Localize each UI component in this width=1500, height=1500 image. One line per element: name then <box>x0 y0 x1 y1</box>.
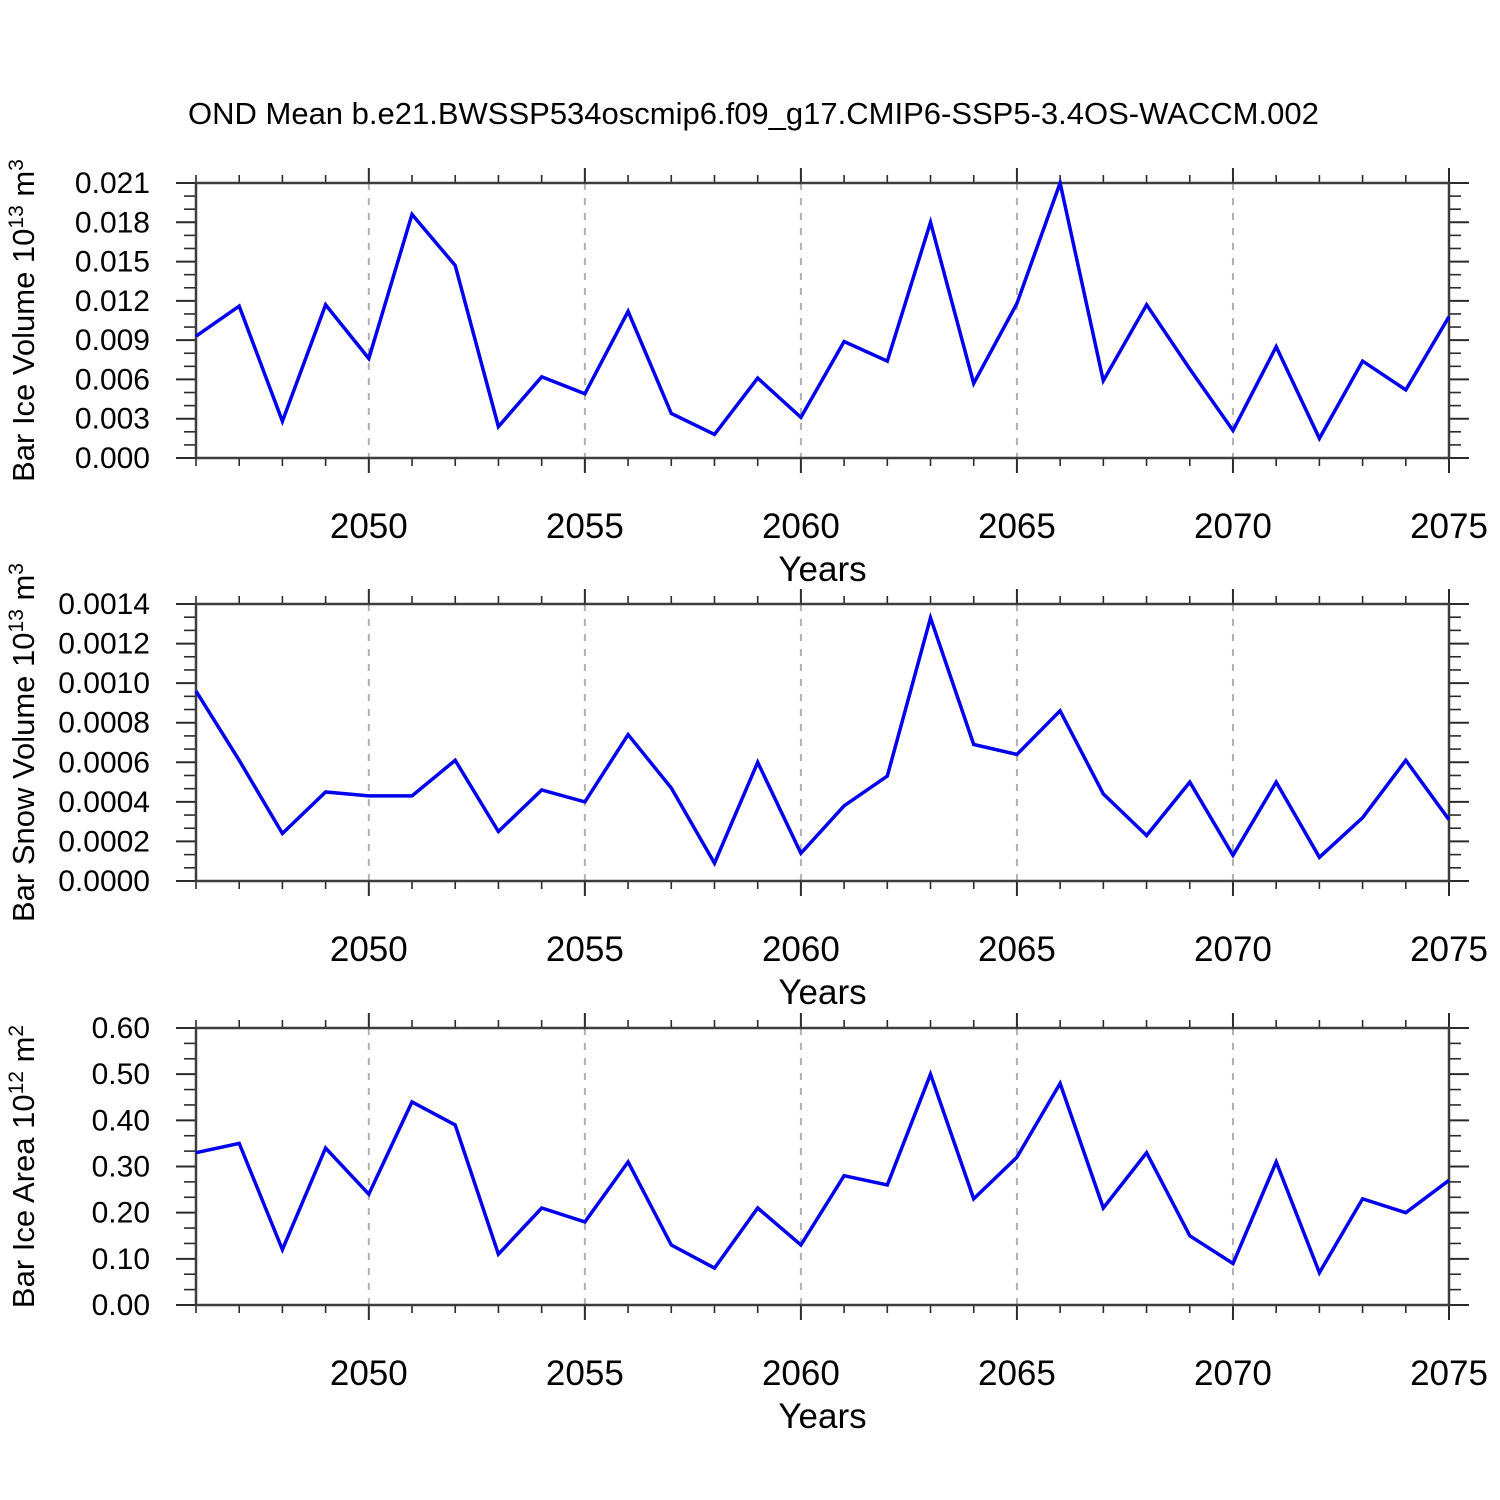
y-tick-label: 0.10 <box>92 1243 150 1276</box>
plot-frame <box>194 1026 1451 1307</box>
x-tick-label: 2070 <box>1194 507 1272 546</box>
y-tick-label: 0.0004 <box>58 786 150 819</box>
y-tick-label: 0.60 <box>92 1012 150 1045</box>
x-tick-label: 2065 <box>978 1354 1056 1393</box>
x-axis-title: Years <box>778 1397 866 1436</box>
y-tick-label: 0.000 <box>75 442 150 475</box>
y-tick-label: 0.20 <box>92 1197 150 1230</box>
y-tick-label: 0.00 <box>92 1289 150 1322</box>
y-tick-label: 0.015 <box>75 246 150 279</box>
y-tick-label: 0.30 <box>92 1151 150 1184</box>
y-tick-label: 0.003 <box>75 403 150 436</box>
x-tick-label: 2060 <box>762 507 840 546</box>
y-axis-title: Bar Snow Volume 1013 m3 <box>5 563 41 922</box>
x-tick-label: 2055 <box>546 930 624 969</box>
y-tick-label: 0.021 <box>75 167 150 200</box>
y-axis-title: Bar Ice Volume 1013 m3 <box>5 159 41 482</box>
x-tick-label: 2055 <box>546 1354 624 1393</box>
x-tick-label: 2065 <box>978 930 1056 969</box>
plot-frame <box>194 181 1451 460</box>
y-tick-label: 0.0006 <box>58 746 150 779</box>
ice-volume-chart: 0.000 0.003 0.006 0.009 0.012 0.015 0.018 0.021… <box>5 159 1488 589</box>
plot-frame <box>194 602 1451 883</box>
x-tick-label: 2060 <box>762 930 840 969</box>
x-tick-label: 2070 <box>1194 930 1272 969</box>
y-tick-label: 0.40 <box>92 1104 150 1137</box>
x-tick-label: 2065 <box>978 507 1056 546</box>
snow-volume-series-line <box>194 611 1451 868</box>
x-tick-label: 2075 <box>1410 930 1488 969</box>
y-tick-label: 0.0010 <box>58 667 150 700</box>
y-tick-label: 0.0014 <box>58 588 150 621</box>
page-title: OND Mean b.e21.BWSSP534oscmip6.f09_g17.C… <box>188 96 1319 131</box>
x-tick-label: 2050 <box>330 507 408 546</box>
y-axis-title: Bar Ice Area 1012 m2 <box>5 1025 41 1308</box>
ice-volume-series-line <box>194 176 1451 443</box>
ice-area-chart: 0.00 0.10 0.20 0.30 0.40 0.50 0.60 2050 2055 2060… <box>5 1012 1488 1436</box>
y-tick-label: 0.0000 <box>58 865 150 898</box>
x-axis-title: Years <box>778 973 866 1012</box>
x-tick-label: 2050 <box>330 1354 408 1393</box>
y-tick-label: 0.009 <box>75 324 150 357</box>
x-axis-title: Years <box>778 550 866 589</box>
ice-area-series-line <box>195 1069 1451 1277</box>
y-tick-label: 0.0008 <box>58 707 150 740</box>
y-tick-label: 0.0002 <box>58 825 150 858</box>
x-tick-label: 2075 <box>1410 507 1488 546</box>
y-tick-label: 0.006 <box>75 363 150 396</box>
x-tick-label: 2060 <box>762 1354 840 1393</box>
y-tick-label: 0.50 <box>92 1058 150 1091</box>
x-tick-label: 2075 <box>1410 1354 1488 1393</box>
x-tick-label: 2050 <box>330 930 408 969</box>
y-tick-label: 0.018 <box>75 206 150 239</box>
y-tick-label: 0.0012 <box>58 628 150 661</box>
x-tick-label: 2055 <box>546 507 624 546</box>
x-tick-label: 2070 <box>1194 1354 1272 1393</box>
snow-volume-chart: 0.0000 0.0002 0.0004 0.0006 0.0008 0.0010 0.00… <box>5 563 1488 1012</box>
y-tick-label: 0.012 <box>75 285 150 318</box>
